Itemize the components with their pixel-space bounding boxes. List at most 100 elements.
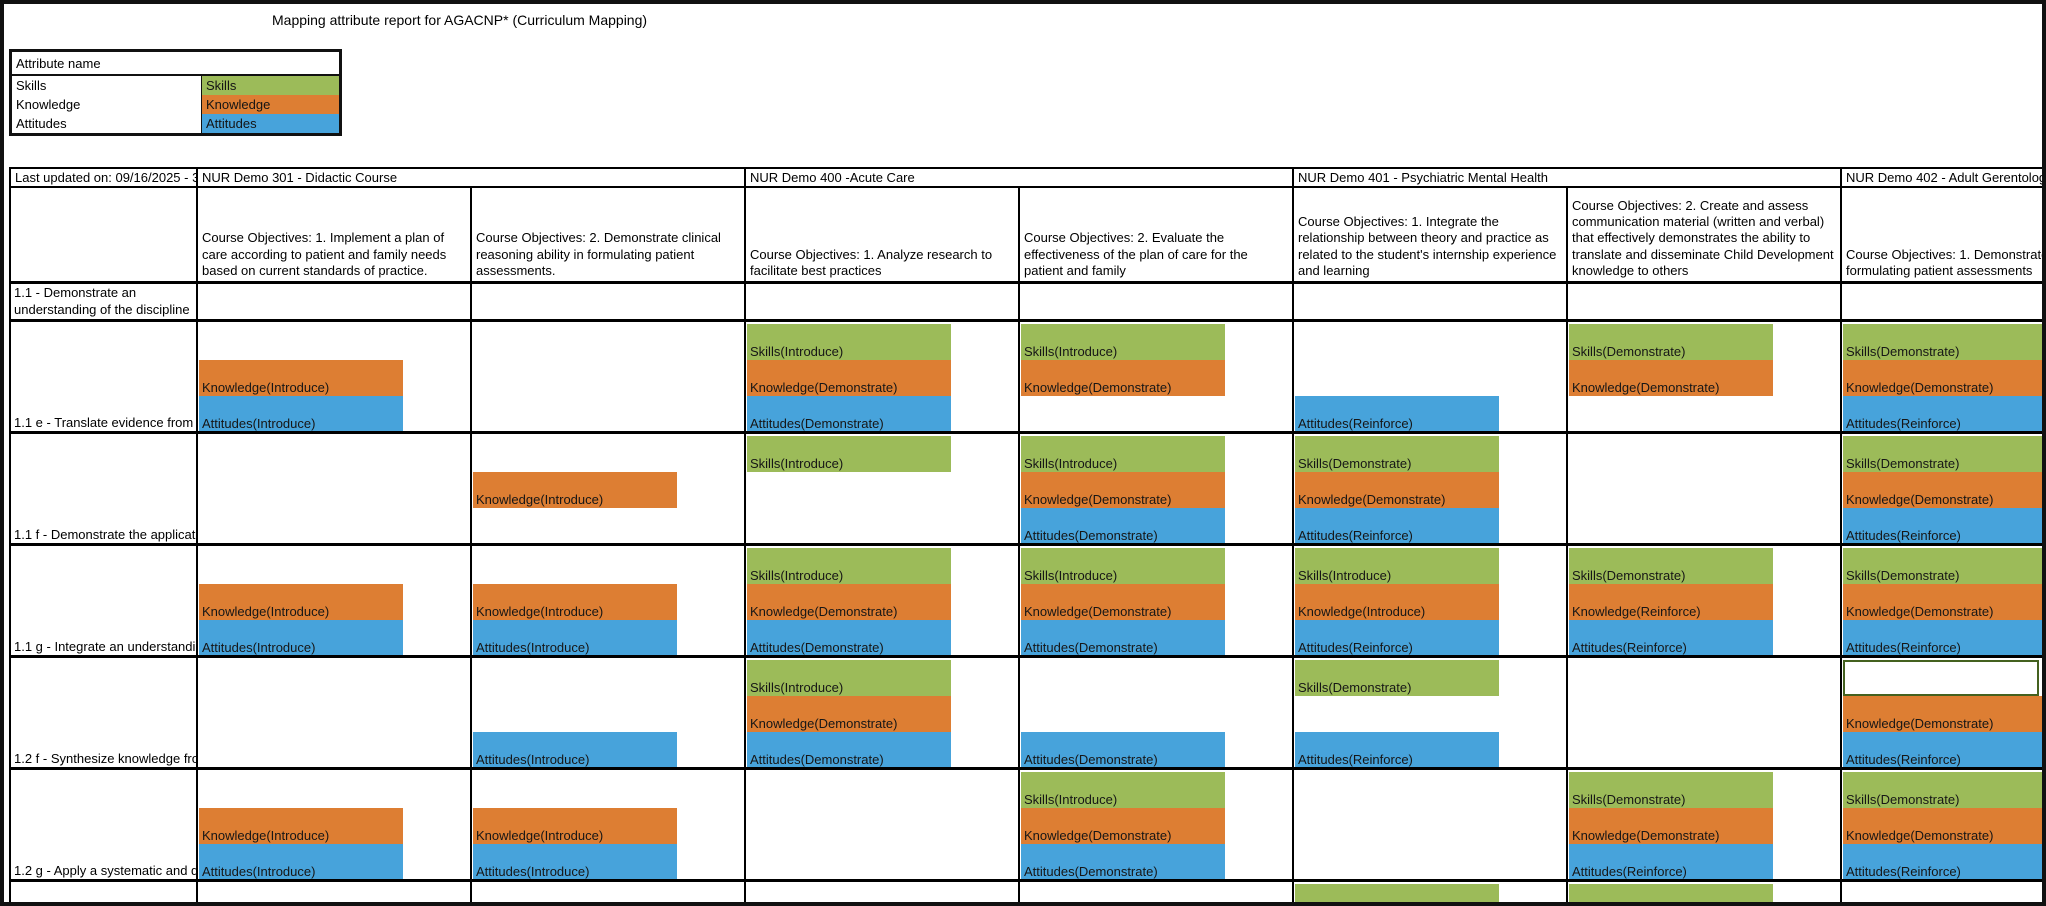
mapping-cell[interactable]: Skills(Demonstrate) Knowledge(Demonstrate… xyxy=(1842,434,2042,546)
mapping-cell[interactable]: Skills(Demonstrate) Knowledge(Demonstrate… xyxy=(1568,322,1842,434)
mapping-cell[interactable]: Skills(Introduce) Knowledge(Demonstrate) A… xyxy=(1020,770,1294,882)
attribute-bar-knowledge: Knowledge(Introduce) xyxy=(473,584,677,620)
attribute-bar-knowledge: Knowledge(Demonstrate) xyxy=(1843,808,2042,844)
mapping-cell[interactable]: Knowledge(Introduce) Attitudes(Introduce) xyxy=(472,770,746,882)
mapping-cell[interactable] xyxy=(1568,434,1842,546)
attribute-bar-skills: Skills(Introduce) xyxy=(747,660,951,696)
attribute-bar-label: Knowledge(Demonstrate) xyxy=(1846,604,1994,619)
mapping-cell[interactable]: Skills(Introduce) Knowledge(Demonstrate) A… xyxy=(746,322,1020,434)
attribute-bar-skills: Skills(Demonstrate) xyxy=(1569,324,1773,360)
mapping-cell[interactable]: Skills(Introduce) Knowledge(Demonstrate) A… xyxy=(1020,434,1294,546)
mapping-cell[interactable]: Attitudes(Reinforce) xyxy=(1294,322,1568,434)
mapping-cell[interactable] xyxy=(198,882,472,902)
attribute-bar-label: Attitudes(Reinforce) xyxy=(1298,416,1413,431)
mapping-cell[interactable]: Skills(Demonstrate) Knowledge(Demonstrate… xyxy=(1842,770,2042,882)
mapping-cell[interactable] xyxy=(1020,882,1294,902)
outcome-label-cell[interactable]: 1.2 f - Synthesize knowledge fro xyxy=(9,658,198,770)
mapping-cell[interactable]: Skills(Demonstrate) Knowledge(Demonstrate… xyxy=(1568,770,1842,882)
attribute-bar-label: Knowledge(Introduce) xyxy=(202,380,330,395)
mapping-cell[interactable] xyxy=(1294,770,1568,882)
mapping-cell[interactable] xyxy=(198,434,472,546)
mapping-cell[interactable] xyxy=(472,882,746,902)
outcome-label-cell[interactable] xyxy=(9,882,198,902)
mapping-cell[interactable] xyxy=(472,284,746,322)
outcome-label-cell[interactable]: 1.1 f - Demonstrate the applicati xyxy=(9,434,198,546)
mapping-cell[interactable]: Skills(Introduce) Knowledge(Introduce) Att… xyxy=(1294,546,1568,658)
attribute-bar-skills: Skills(Introduce) xyxy=(1021,772,1225,808)
mapping-cell[interactable] xyxy=(198,284,472,322)
mapping-cell[interactable]: Skills(Introduce) Knowledge(Demonstrate) A… xyxy=(1020,546,1294,658)
attribute-bar-attitudes: Attitudes(Reinforce) xyxy=(1569,844,1773,879)
attribute-bar-skills: Skills(Demonstrate) xyxy=(1295,436,1499,472)
mapping-cell[interactable]: Attitudes(Demonstrate) xyxy=(1020,658,1294,770)
attribute-bar-label: Attitudes(Introduce) xyxy=(476,864,590,879)
legend-swatch-attitudes: Attitudes xyxy=(202,114,339,133)
outcome-label-cell[interactable]: 1.2 g - Apply a systematic and d xyxy=(9,770,198,882)
attribute-bar-label: Skills(Introduce) xyxy=(1024,568,1118,583)
mapping-cell[interactable] xyxy=(1568,284,1842,322)
mapping-cell[interactable]: Knowledge(Introduce) Attitudes(Introduce) xyxy=(198,322,472,434)
objective-header-cell: Course Objectives: 1. Integrate the rela… xyxy=(1294,188,1568,284)
legend-swatch-skills: Skills xyxy=(202,76,339,95)
mapping-cell[interactable] xyxy=(198,658,472,770)
mapping-cell[interactable]: Skills(Demonstrate) Attitudes(Reinforce) xyxy=(1294,658,1568,770)
attribute-bar-label: Skills(Demonstrate) xyxy=(1846,568,1960,583)
mapping-cell[interactable]: Skills(Introduce) xyxy=(746,434,1020,546)
outcome-label-cell[interactable]: 1.1 g - Integrate an understandi xyxy=(9,546,198,658)
mapping-cell[interactable] xyxy=(1568,658,1842,770)
mapping-cell[interactable]: Skills(Introduce) Knowledge(Demonstrate) A… xyxy=(746,658,1020,770)
attribute-bar-skills: Skills(Demonstrate) xyxy=(1569,884,1773,902)
attribute-bar-label: Attitudes(Reinforce) xyxy=(1846,864,1961,879)
mapping-cell[interactable]: Skills(Demonstrate) xyxy=(1568,882,1842,902)
attribute-bar-knowledge: Knowledge(Demonstrate) xyxy=(1843,696,2042,732)
mapping-cell[interactable] xyxy=(746,284,1020,322)
mapping-cell[interactable]: Skills(Demonstrate) xyxy=(1294,882,1568,902)
attribute-bar-knowledge: Knowledge(Introduce) xyxy=(473,808,677,844)
mapping-cell[interactable]: Skills(Demonstrate) Knowledge(Demonstrate… xyxy=(1842,546,2042,658)
attribute-bar-label: Skills(Introduce) xyxy=(750,568,844,583)
mapping-cell[interactable] xyxy=(472,322,746,434)
mapping-cell[interactable] xyxy=(1842,284,2042,322)
mapping-cell[interactable] xyxy=(1020,284,1294,322)
attribute-bar-attitudes: Attitudes(Demonstrate) xyxy=(1021,732,1225,767)
mapping-cell[interactable]: Attitudes(Introduce) xyxy=(472,658,746,770)
attribute-bar-label: Skills(Introduce) xyxy=(1298,568,1392,583)
attribute-bar-attitudes: Attitudes(Reinforce) xyxy=(1569,620,1773,655)
mapping-cell[interactable]: Skills(Demonstrate) Knowledge(Reinforce) A… xyxy=(1568,546,1842,658)
attribute-bar-attitudes: Attitudes(Introduce) xyxy=(199,844,403,879)
attribute-bar-skills: Skills(Demonstrate) xyxy=(1295,660,1499,696)
attribute-bar-attitudes: Attitudes(Reinforce) xyxy=(1295,396,1499,431)
course-header-cell: NUR Demo 402 - Adult Gerentology xyxy=(1842,167,2042,188)
attribute-bar-label: Attitudes(Introduce) xyxy=(476,752,590,767)
mapping-cell[interactable] xyxy=(746,770,1020,882)
mapping-cell[interactable]: Skills(Introduce) Knowledge(Demonstrate) A… xyxy=(746,546,1020,658)
mapping-cell[interactable] xyxy=(746,882,1020,902)
mapping-cell[interactable]: Knowledge(Introduce) Attitudes(Introduce) xyxy=(198,770,472,882)
outcome-label-cell[interactable]: 1.1 e - Translate evidence from r xyxy=(9,322,198,434)
mapping-cell[interactable]: Skills(Demonstrate) Knowledge(Demonstrate… xyxy=(1294,434,1568,546)
outcome-label-cell[interactable]: 1.1 - Demonstrate an understanding of th… xyxy=(9,284,198,322)
mapping-cell[interactable] xyxy=(1294,284,1568,322)
mapping-cell[interactable]: Knowledge(Introduce) Attitudes(Introduce) xyxy=(198,546,472,658)
attribute-bar-skills: Skills(Demonstrate) xyxy=(1569,548,1773,584)
attribute-bar-label: Attitudes(Introduce) xyxy=(202,416,316,431)
mapping-cell[interactable]: Knowledge(Introduce) xyxy=(472,434,746,546)
mapping-cell[interactable]: Skills(Demonstrate) Knowledge(Demonstrate… xyxy=(1842,322,2042,434)
attribute-bar-label: Skills(Introduce) xyxy=(750,456,844,471)
mapping-cell[interactable] xyxy=(1842,882,2042,902)
attribute-bar-label: Knowledge(Demonstrate) xyxy=(1298,492,1446,507)
attribute-bar-label: Knowledge(Demonstrate) xyxy=(750,604,898,619)
attribute-bar-label: Attitudes(Reinforce) xyxy=(1846,416,1961,431)
legend-header: Attribute name xyxy=(12,52,339,76)
legend-table: Attribute name Skills Skills Knowledge K… xyxy=(9,49,342,136)
report-title: Mapping attribute report for AGACNP* (Cu… xyxy=(272,12,648,28)
attribute-bar-knowledge: Knowledge(Demonstrate) xyxy=(1021,360,1225,396)
attribute-bar-label: Knowledge(Introduce) xyxy=(476,492,604,507)
mapping-cell[interactable]: Knowledge(Demonstrate) Attitudes(Reinforc… xyxy=(1842,658,2042,770)
mapping-cell[interactable]: Knowledge(Introduce) Attitudes(Introduce) xyxy=(472,546,746,658)
attribute-bar-label: Attitudes(Reinforce) xyxy=(1298,752,1413,767)
attribute-bar-skills: Skills(Introduce) xyxy=(1295,548,1499,584)
mapping-cell[interactable]: Skills(Introduce) Knowledge(Demonstrate) xyxy=(1020,322,1294,434)
attribute-bar-attitudes: Attitudes(Reinforce) xyxy=(1843,732,2042,767)
attribute-bar-label: Skills(Introduce) xyxy=(1024,456,1118,471)
